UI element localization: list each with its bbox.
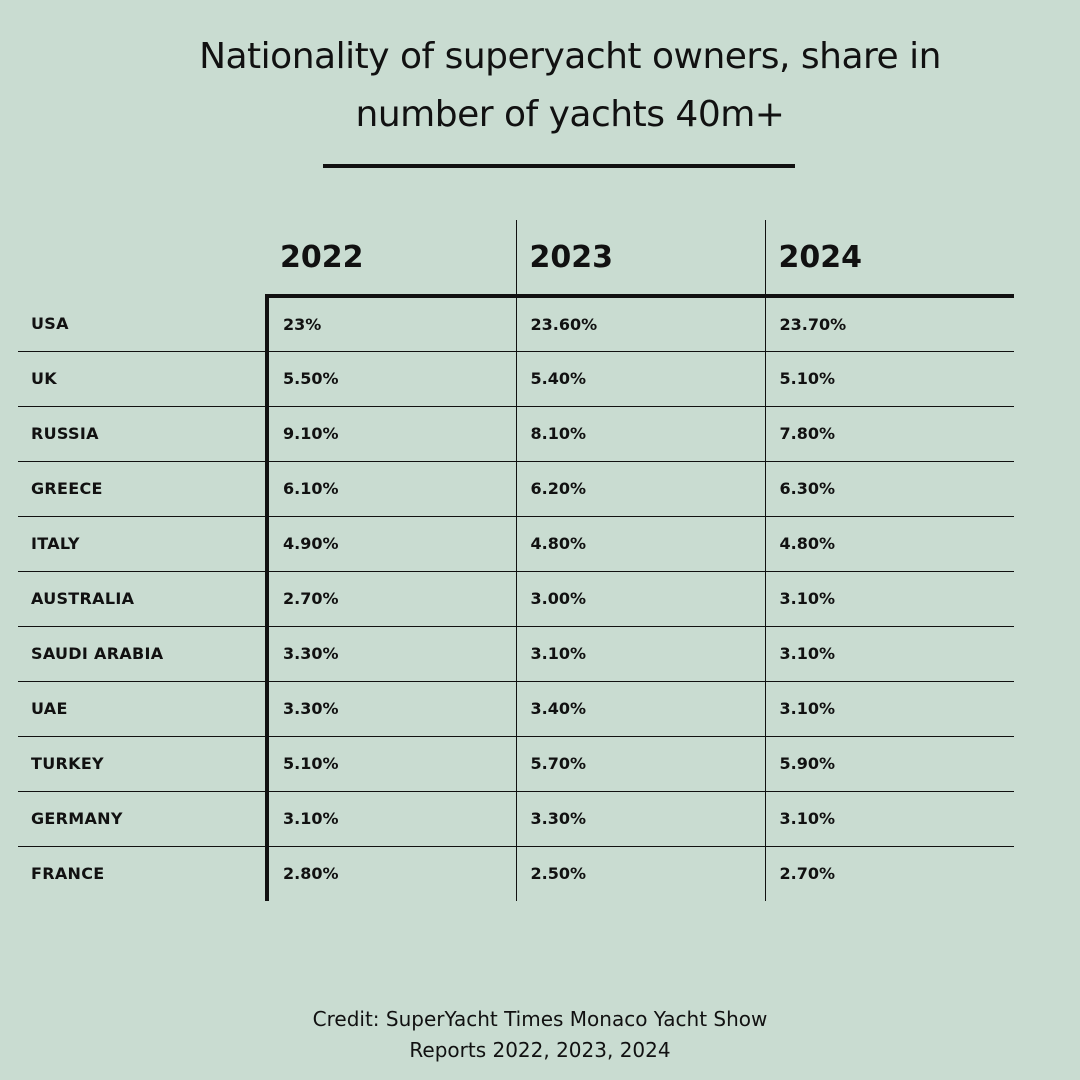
country-label: UK xyxy=(18,351,267,407)
share-cell-2023: 6.20% xyxy=(515,461,765,517)
data-table-container: 2022 2023 2024 USA 23% 23.60% 23.70% UK 5.50%… xyxy=(18,220,1014,901)
table-row: AUSTRALIA 2.70% 3.00% 3.10% xyxy=(18,571,1014,627)
share-cell-2024: 3.10% xyxy=(764,571,1014,627)
share-cell-2022: 3.30% xyxy=(265,681,516,737)
share-cell-2024: 4.80% xyxy=(764,516,1014,572)
country-label: GERMANY xyxy=(18,791,267,847)
table-body: USA 23% 23.60% 23.70% UK 5.50% 5.40% 5.10% RUSSI… xyxy=(18,296,1014,901)
table-row: ITALY 4.90% 4.80% 4.80% xyxy=(18,516,1014,572)
share-cell-2024: 23.70% xyxy=(764,296,1014,352)
share-cell-2023: 3.00% xyxy=(515,571,765,627)
credit-text: Credit: SuperYacht Times Monaco Yacht Sh… xyxy=(240,1004,840,1066)
share-cell-2023: 3.40% xyxy=(515,681,765,737)
country-label: SAUDI ARABIA xyxy=(18,626,267,682)
table-row: UAE 3.30% 3.40% 3.10% xyxy=(18,681,1014,737)
title-line-1: Nationality of superyacht owners, share … xyxy=(199,36,941,77)
data-table: 2022 2023 2024 USA 23% 23.60% 23.70% UK 5.50%… xyxy=(18,220,1014,901)
share-cell-2022: 2.70% xyxy=(265,571,516,627)
table-row: GREECE 6.10% 6.20% 6.30% xyxy=(18,461,1014,517)
share-cell-2022: 2.80% xyxy=(265,846,516,901)
credit-line-2: Reports 2022, 2023, 2024 xyxy=(409,1038,671,1062)
share-cell-2022: 3.30% xyxy=(265,626,516,682)
share-cell-2024: 3.10% xyxy=(764,681,1014,737)
column-header-2023: 2023 xyxy=(515,220,765,298)
country-label: GREECE xyxy=(18,461,267,517)
country-label: USA xyxy=(18,296,267,352)
share-cell-2024: 3.10% xyxy=(764,791,1014,847)
share-cell-2023: 8.10% xyxy=(515,406,765,462)
table-row: FRANCE 2.80% 2.50% 2.70% xyxy=(18,846,1014,901)
column-header-2024: 2024 xyxy=(764,220,1014,298)
share-cell-2022: 6.10% xyxy=(265,461,516,517)
share-cell-2023: 3.30% xyxy=(515,791,765,847)
table-row: UK 5.50% 5.40% 5.10% xyxy=(18,351,1014,407)
table-row: RUSSIA 9.10% 8.10% 7.80% xyxy=(18,406,1014,462)
page-title: Nationality of superyacht owners, share … xyxy=(140,28,1000,144)
table-row: TURKEY 5.10% 5.70% 5.90% xyxy=(18,736,1014,792)
share-cell-2022: 9.10% xyxy=(265,406,516,462)
share-cell-2022: 23% xyxy=(265,296,516,352)
share-cell-2023: 4.80% xyxy=(515,516,765,572)
country-label: UAE xyxy=(18,681,267,737)
share-cell-2024: 3.10% xyxy=(764,626,1014,682)
table-row: GERMANY 3.10% 3.30% 3.10% xyxy=(18,791,1014,847)
country-label: FRANCE xyxy=(31,864,105,884)
share-cell-2023: 5.70% xyxy=(515,736,765,792)
share-cell-2024: 5.90% xyxy=(764,736,1014,792)
title-line-2: number of yachts 40m+ xyxy=(355,94,785,135)
country-label: AUSTRALIA xyxy=(18,571,267,627)
country-label: RUSSIA xyxy=(18,406,267,462)
share-cell-2022: 4.90% xyxy=(265,516,516,572)
title-underline xyxy=(323,164,795,168)
share-cell-2022: 3.10% xyxy=(265,791,516,847)
country-label: TURKEY xyxy=(18,736,267,792)
share-cell-2024: 5.10% xyxy=(764,351,1014,407)
share-cell-2023: 3.10% xyxy=(515,626,765,682)
share-cell-2022: 5.10% xyxy=(265,736,516,792)
table-row: USA 23% 23.60% 23.70% xyxy=(18,296,1014,352)
share-cell-2022: 5.50% xyxy=(265,351,516,407)
column-header-2022: 2022 xyxy=(267,220,516,298)
header-blank xyxy=(18,220,267,296)
share-cell-2024: 7.80% xyxy=(764,406,1014,462)
credit-line-1: Credit: SuperYacht Times Monaco Yacht Sh… xyxy=(312,1007,768,1031)
share-cell-2023: 5.40% xyxy=(515,351,765,407)
header-row: 2022 2023 2024 xyxy=(18,220,1014,298)
share-cell-2023: 2.50% xyxy=(515,846,765,901)
share-cell-2023: 23.60% xyxy=(515,296,765,352)
share-cell-2024: 6.30% xyxy=(764,461,1014,517)
table-row: SAUDI ARABIA 3.30% 3.10% 3.10% xyxy=(18,626,1014,682)
share-cell-2024: 2.70% xyxy=(764,846,1014,901)
country-label: ITALY xyxy=(18,516,267,572)
